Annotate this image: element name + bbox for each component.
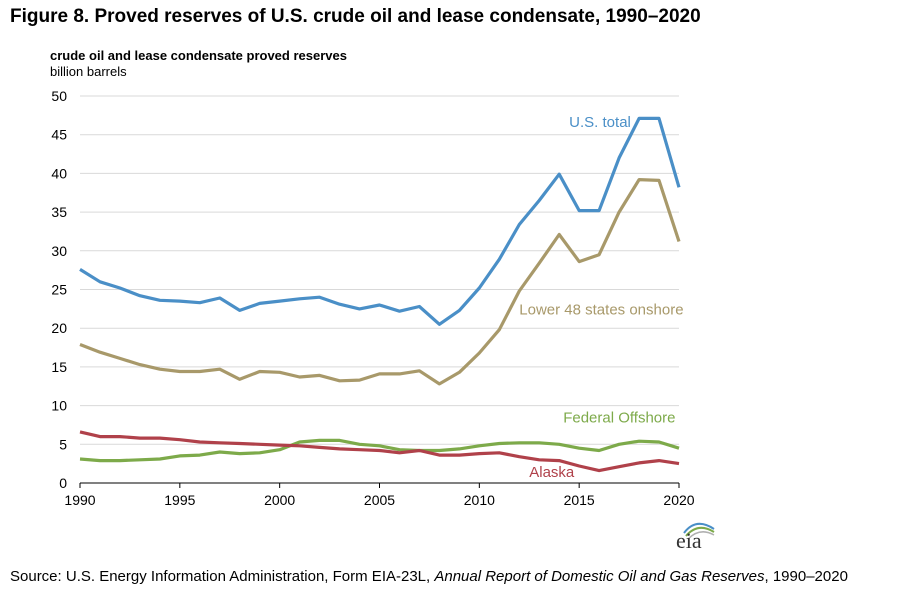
series-line	[79, 430, 680, 473]
series-line	[79, 116, 681, 326]
series-label: Alaska	[529, 464, 575, 481]
eia-logo-text: eia	[676, 528, 702, 553]
y-tick-label: 45	[51, 127, 67, 143]
source-report-title: Annual Report of Domestic Oil and Gas Re…	[434, 568, 765, 585]
y-tick-label: 25	[51, 282, 67, 298]
series-label: U.S. total	[569, 114, 631, 131]
y-tick-label: 50	[51, 88, 67, 104]
x-tick-label: 2015	[564, 492, 595, 508]
y-tick-label: 40	[51, 165, 67, 181]
series-lines	[79, 116, 681, 473]
series-line	[79, 438, 680, 463]
x-tick-label: 2000	[264, 492, 295, 508]
y-tick-label: 35	[51, 204, 67, 220]
y-tick-label: 20	[51, 320, 67, 336]
grid-lines	[80, 95, 679, 445]
x-tick-label: 2005	[364, 492, 395, 508]
eia-logo-icon	[683, 522, 715, 540]
y-tick-label: 5	[59, 436, 67, 452]
series-labels: U.S. total Lower 48 states onshore Federal…	[519, 114, 683, 481]
x-tick-label: 1995	[164, 492, 195, 508]
chart-title: crude oil and lease condensate proved re…	[50, 48, 347, 63]
y-tick-label: 0	[59, 475, 67, 491]
x-tick-label: 2010	[464, 492, 495, 508]
series-line	[79, 178, 681, 386]
y-tick-label: 10	[51, 398, 67, 414]
series-label: Federal Offshore	[563, 410, 675, 427]
x-tick-label: 1990	[64, 492, 95, 508]
figure-title: Figure 8. Proved reserves of U.S. crude …	[10, 6, 701, 27]
source-suffix: , 1990–2020	[764, 568, 848, 585]
source-note: Source: U.S. Energy Information Administ…	[10, 568, 848, 585]
series-label: Lower 48 states onshore	[519, 301, 683, 318]
y-tick-label: 30	[51, 243, 67, 259]
y-axis-label: billion barrels	[50, 64, 127, 79]
x-tick-label: 2020	[663, 492, 694, 508]
y-tick-label: 15	[51, 359, 67, 375]
axes: 0 5 10 15 20 25 30 35 40 45 50 1990 1995 2000 2005 2010…	[51, 88, 694, 508]
source-prefix: Source: U.S. Energy Information Administ…	[10, 568, 435, 585]
